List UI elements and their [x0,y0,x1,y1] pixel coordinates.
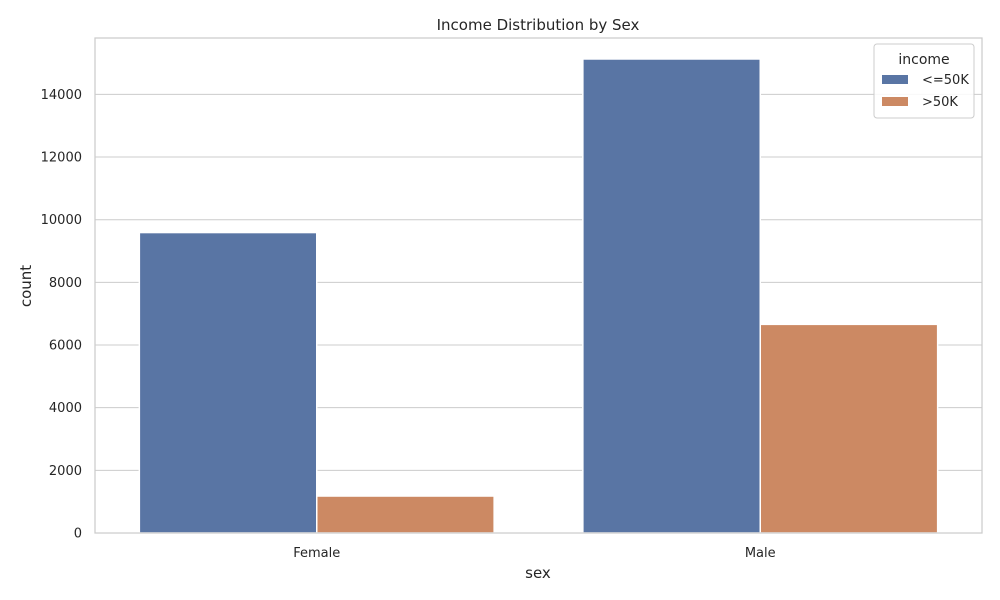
legend-items: <=50K >50K [882,73,969,110]
y-tick-label: 0 [74,527,82,542]
x-axis-label: sex [525,564,551,582]
y-tick-label: 4000 [49,401,82,416]
legend-label: >50K [922,95,958,110]
y-tick-label: 14000 [41,88,82,103]
bar-male-series-0 [582,58,761,534]
bar-female-series-1 [316,495,495,534]
y-tick-label: 12000 [41,151,82,166]
legend-label: <=50K [922,73,969,88]
x-tick-label: Female [293,546,340,561]
legend: income <=50K >50K [873,43,975,119]
y-axis-ticks: 0 2000 4000 6000 8000 10000 12000 14000 [41,88,82,542]
legend-swatch [882,75,908,84]
legend-title: income [898,52,949,68]
bar-female-series-0 [138,231,318,534]
y-tick-label: 6000 [49,339,82,354]
chart-title: Income Distribution by Sex [437,16,640,34]
y-axis-label: count [17,265,35,307]
legend-swatch [882,97,908,106]
x-axis-ticks: Female Male [293,546,775,561]
bars [138,58,939,534]
x-tick-label: Male [745,546,776,561]
plot-frame [94,37,983,534]
y-tick-label: 2000 [49,464,82,479]
y-tick-label: 10000 [41,213,82,228]
bar-male-series-1 [759,323,939,534]
y-tick-label: 8000 [49,276,82,291]
